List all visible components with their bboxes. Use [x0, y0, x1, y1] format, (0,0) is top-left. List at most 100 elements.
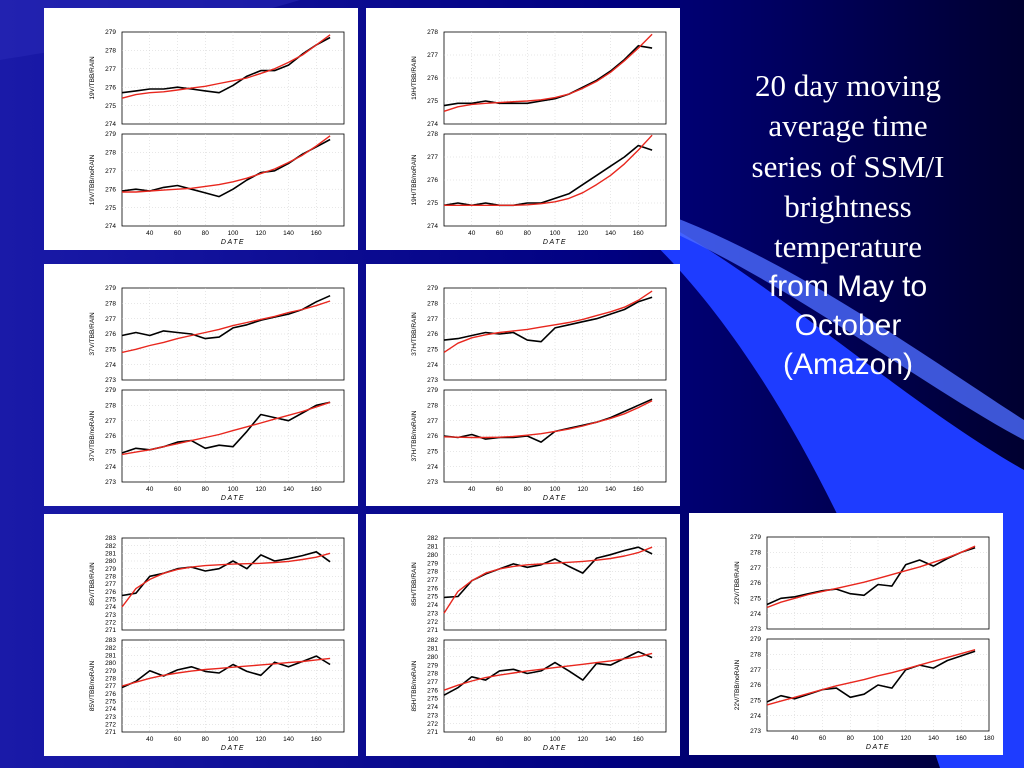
series-line-fit: [122, 135, 331, 193]
y-tick-label: 277: [105, 683, 116, 690]
x-tick-label: 160: [311, 230, 322, 237]
y-tick-label: 274: [427, 121, 438, 128]
y-tick-label: 276: [105, 589, 116, 596]
x-tick-label: 40: [791, 735, 799, 742]
y-tick-label: 278: [750, 652, 761, 659]
x-tick-label: 120: [255, 486, 266, 493]
y-tick-label: 277: [750, 565, 761, 572]
x-tick-label: 80: [202, 736, 210, 743]
chart-panel-85v: 271 272 273 274 275 276 277 278 279 280 281 282 283 8…: [44, 514, 358, 756]
y-tick-label: 276: [427, 687, 438, 694]
x-tick-label: 140: [283, 486, 294, 493]
y-tick-label: 279: [105, 29, 116, 36]
y-tick-label: 275: [105, 597, 116, 604]
y-tick-label: 274: [427, 602, 438, 609]
y-tick-label: 277: [427, 154, 438, 161]
y-tick-label: 278: [427, 403, 438, 410]
series-line-fit: [443, 290, 653, 353]
x-tick-label: 60: [819, 735, 827, 742]
y-tick-label: 274: [105, 464, 116, 471]
x-tick-label: 100: [550, 486, 561, 493]
chart-pair-svg: 273 274 275 276 277 278 279 22V/TBB/RAIN 273 274 2…: [734, 534, 995, 751]
x-tick-label: 140: [605, 736, 616, 743]
y-tick-label: 281: [427, 544, 438, 551]
y-tick-label: 279: [105, 566, 116, 573]
y-tick-label: 276: [750, 682, 761, 689]
y-tick-label: 277: [427, 418, 438, 425]
title-line: brightness: [784, 188, 912, 224]
series-line-observed: [443, 144, 653, 207]
y-tick-label: 277: [427, 52, 438, 59]
y-tick-label: 274: [750, 611, 761, 618]
y-tick-label: 279: [427, 285, 438, 292]
series-line-fit: [443, 652, 653, 691]
y-tick-label: 274: [105, 706, 116, 713]
y-tick-label: 278: [427, 131, 438, 138]
y-tick-label: 273: [105, 377, 116, 384]
y-tick-label: 275: [105, 103, 116, 110]
series-line-fit: [121, 552, 331, 608]
y-tick-label: 276: [427, 331, 438, 338]
series-line-fit: [121, 401, 331, 456]
y-tick-label: 283: [105, 535, 116, 542]
series-line-observed: [121, 401, 331, 454]
y-axis-label: 19H/TBB/RAIN: [411, 56, 418, 100]
y-tick-label: 276: [105, 186, 116, 193]
y-tick-label: 277: [105, 66, 116, 73]
y-tick-label: 275: [750, 698, 761, 705]
chart-pair-svg: 2712722732742752762772782792802812822838…: [89, 535, 345, 752]
chart-panel-37h: 273 274 275 276 277 278 279 37H/TBB/RAIN 273 274 2…: [366, 264, 680, 506]
y-axis-label: 19V/TBB/noRAIN: [89, 154, 96, 205]
y-tick-label: 275: [427, 594, 438, 601]
chart-pair-svg: 273 274 275 276 277 278 279 37V/TBB/RAIN 273 274 2…: [89, 285, 345, 502]
y-tick-label: 273: [105, 612, 116, 619]
x-tick-label: 100: [550, 230, 561, 237]
x-tick-label: 80: [202, 486, 210, 493]
y-tick-label: 274: [750, 713, 761, 720]
y-tick-label: 274: [105, 604, 116, 611]
y-tick-label: 273: [105, 714, 116, 721]
y-tick-label: 277: [427, 679, 438, 686]
title-line: average time: [768, 108, 928, 144]
x-tick-label: 120: [577, 736, 588, 743]
y-axis-label: 19H/TBB/noRAIN: [411, 154, 418, 205]
y-tick-label: 277: [427, 577, 438, 584]
x-tick-label: 80: [847, 735, 855, 742]
x-tick-label: 120: [255, 736, 266, 743]
chart-pair-svg: 274 275 276 277 278 19H/TBB/RAIN 274 275 276 277 2…: [411, 29, 667, 246]
y-tick-label: 275: [427, 98, 438, 105]
y-tick-label: 278: [105, 676, 116, 683]
series-line-observed: [443, 546, 653, 599]
y-tick-label: 279: [427, 662, 438, 669]
x-tick-label: 40: [468, 230, 476, 237]
y-tick-label: 278: [105, 574, 116, 581]
x-tick-label: 60: [174, 230, 182, 237]
y-tick-label: 277: [105, 316, 116, 323]
x-tick-label: 40: [146, 230, 154, 237]
y-tick-label: 277: [427, 316, 438, 323]
x-axis-label: DATE: [543, 745, 567, 752]
y-tick-label: 276: [105, 691, 116, 698]
title-line: October: [794, 309, 902, 343]
y-tick-label: 279: [105, 285, 116, 292]
y-tick-label: 278: [427, 569, 438, 576]
y-tick-label: 276: [105, 84, 116, 91]
x-axis-label: DATE: [543, 239, 567, 246]
x-tick-label: 140: [605, 230, 616, 237]
x-tick-label: 60: [496, 486, 504, 493]
series-line-observed: [443, 44, 653, 107]
x-tick-label: 100: [873, 735, 884, 742]
series-line-observed: [121, 655, 331, 689]
series-line-fit: [766, 649, 976, 706]
y-tick-label: 275: [427, 200, 438, 207]
y-tick-label: 282: [427, 535, 438, 542]
y-tick-label: 274: [427, 464, 438, 471]
y-axis-label: 37V/TBB/noRAIN: [89, 410, 96, 461]
x-tick-label: 140: [283, 736, 294, 743]
x-tick-label: 160: [633, 230, 644, 237]
x-tick-label: 140: [928, 735, 939, 742]
x-tick-label: 160: [311, 736, 322, 743]
y-tick-label: 273: [105, 479, 116, 486]
series-line-fit: [443, 400, 653, 439]
x-tick-label: 40: [468, 486, 476, 493]
